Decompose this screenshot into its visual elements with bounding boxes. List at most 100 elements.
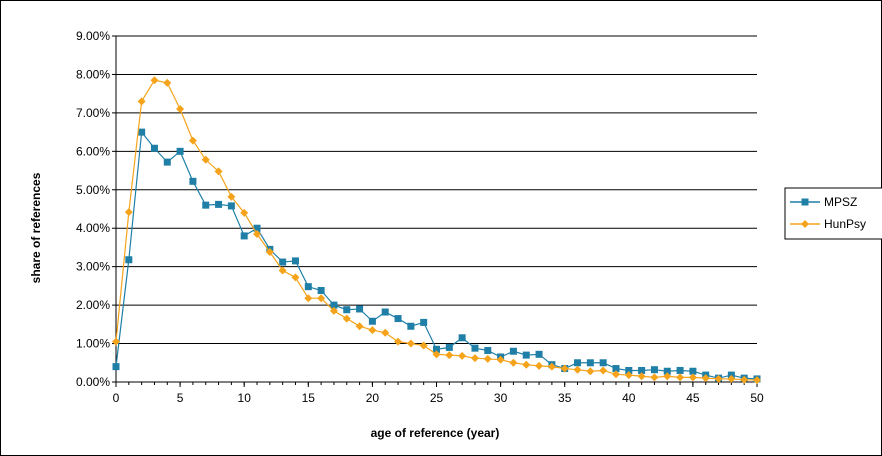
data-point [612,365,620,373]
y-tick-labels: 0.00% 1.00% 2.00% 3.00% 4.00% 5.00% 6.00% 7.00%… [76,29,110,389]
data-point [650,373,659,382]
data-point [586,359,594,367]
legend: MPSZ HunPsy [784,187,882,240]
data-point [574,359,582,367]
data-point [535,350,543,358]
data-point [163,78,172,87]
series-hunpsy [112,76,761,385]
data-point [663,372,672,381]
data-point [650,366,658,374]
data-point [727,374,736,383]
data-point [714,374,723,383]
y-axis-title: share of references [29,172,43,283]
data-point [201,155,210,164]
data-point [227,192,236,201]
data-point [202,201,210,209]
data-point [560,364,569,373]
data-point [304,283,312,291]
data-point [599,366,608,375]
data-point [176,147,184,155]
data-point [483,354,492,363]
y-tick-label: 3.00% [76,260,110,274]
data-point [496,355,505,364]
data-point [458,334,466,342]
data-point [381,328,390,337]
data-point [291,273,300,282]
x-tick-label: 0 [113,391,120,405]
data-point [522,360,531,369]
data-point [406,339,415,348]
x-tick-label: 30 [494,391,508,405]
data-point [214,167,223,176]
data-point [637,372,646,381]
legend-label: HunPsy [824,217,866,231]
data-point [291,257,299,265]
data-point [137,97,146,106]
data-point [701,374,710,383]
data-point [599,359,607,367]
data-point [547,362,556,371]
y-tick-label: 7.00% [76,106,110,120]
data-point [330,301,338,309]
data-point [265,248,274,257]
series-mpsz [112,128,761,383]
data-point [433,345,440,353]
data-point [676,366,684,374]
x-tick-label: 10 [238,391,252,405]
data-point [625,366,633,374]
data-point [317,287,325,295]
data-point [381,308,389,316]
data-point [445,351,454,360]
legend-box [784,187,882,240]
y-tick-label: 6.00% [76,144,110,158]
x-tick-label: 35 [558,391,572,405]
data-point [368,317,376,325]
data-point [419,341,428,350]
y-tick-label: 9.00% [76,29,110,43]
data-point [689,367,697,375]
data-point [688,373,697,382]
data-point [663,367,671,375]
data-point [753,376,761,385]
data-point [227,202,235,210]
data-point [176,105,185,114]
x-tick-label: 45 [686,391,700,405]
x-tick-label: 20 [366,391,380,405]
x-axis-title: age of reference (year) [371,426,500,440]
data-point [458,351,467,360]
x-tick-label: 5 [177,391,184,405]
data-point [150,76,159,85]
data-point [394,337,403,346]
data-point [278,266,287,275]
data-point [394,315,402,323]
y-tick-label: 0.00% [76,375,110,389]
data-point [138,128,146,136]
data-point [432,350,441,359]
data-point [343,306,351,314]
data-point [188,136,197,145]
data-point [253,224,261,232]
data-point [112,337,120,346]
data-point [189,177,197,185]
data-point [420,318,428,326]
data-point [407,322,415,330]
y-tick-label: 1.00% [76,337,110,351]
data-point [445,343,453,351]
x-tick-label: 15 [302,391,316,405]
legend-label: MPSZ [824,195,857,209]
data-point [368,326,377,335]
data-point [124,208,133,217]
plot-background [116,36,757,382]
plot-area [116,36,757,382]
data-point [624,371,633,380]
data-point [740,375,749,384]
y-tick-label: 8.00% [76,67,110,81]
data-point [240,232,248,240]
data-point [329,306,338,315]
data-point [484,346,492,354]
x-tick-label: 50 [750,391,764,405]
data-point [509,358,518,367]
data-point [522,351,530,359]
series-layer [112,76,761,385]
data-point [150,144,158,152]
